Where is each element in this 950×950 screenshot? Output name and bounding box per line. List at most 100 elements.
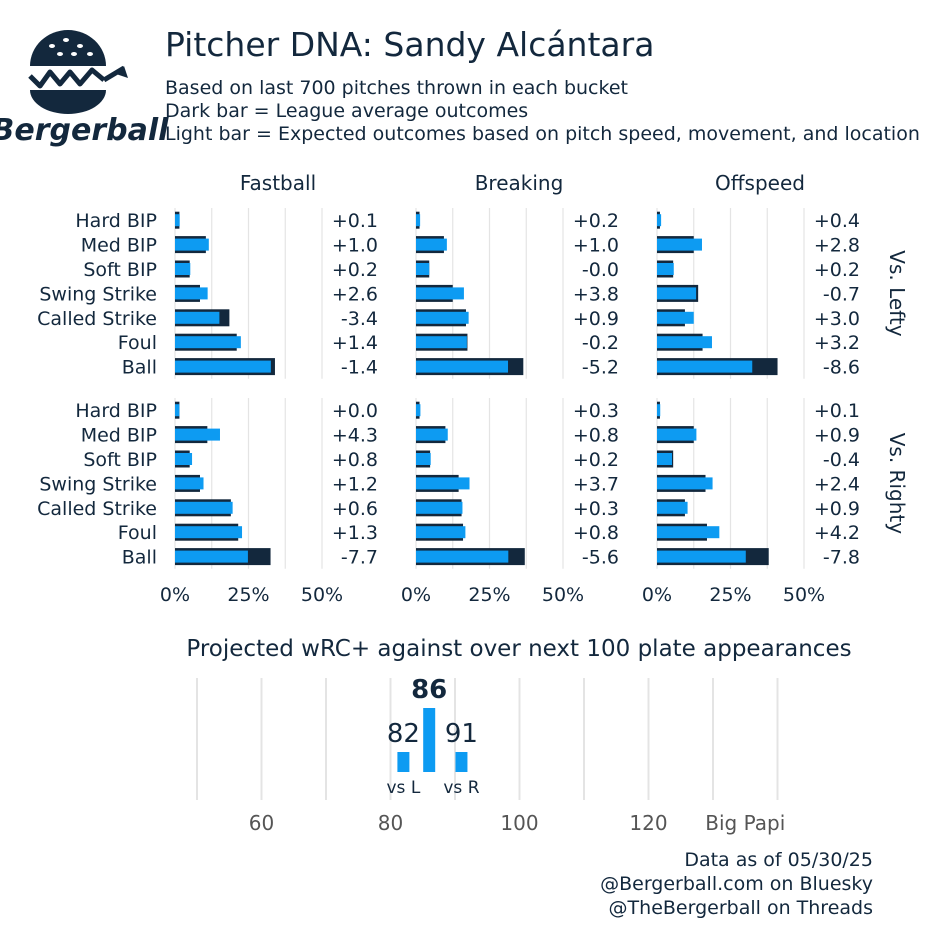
expected-bar (175, 214, 180, 227)
facet-row-label: Vs. Righty (885, 433, 909, 534)
brand-logo: Bergerball (0, 30, 169, 148)
expected-bar (175, 428, 220, 441)
category-label: Hard BIP (75, 400, 157, 422)
burger-chart-logo-icon (28, 30, 128, 114)
facet-x-tick-label: 0% (401, 584, 431, 606)
expected-bar (657, 311, 694, 324)
category-label: Ball (122, 357, 157, 379)
facet-column-header: Breaking (475, 171, 564, 195)
category-label: Foul (118, 332, 157, 354)
diff-label: +0.8 (573, 425, 619, 447)
expected-bar (416, 336, 467, 349)
diff-label: +1.2 (332, 473, 378, 495)
facet-x-tick-label: 50% (542, 584, 584, 606)
expected-bar (416, 550, 509, 563)
diff-label: +3.2 (814, 332, 860, 354)
wrc-x-tick-label: 60 (249, 811, 274, 835)
diff-label: +0.4 (814, 210, 860, 232)
expected-bar (416, 287, 464, 300)
facet-column-header: Fastball (240, 171, 316, 195)
expected-bar (175, 263, 191, 275)
expected-bar (175, 404, 180, 417)
diff-label: -5.2 (582, 357, 619, 379)
category-label: Soft BIP (83, 259, 157, 281)
expected-bar (416, 453, 431, 465)
expected-bar (416, 428, 448, 441)
wrc-split-label: vs L (387, 778, 421, 798)
expected-bar (657, 287, 697, 300)
diff-label: +3.8 (573, 283, 619, 305)
subtitle-line-2: Dark bar = League average outcomes (165, 100, 528, 122)
diff-label: +0.3 (573, 498, 619, 520)
expected-bar (657, 404, 661, 417)
subtitle-line-3: Light bar = Expected outcomes based on p… (165, 123, 920, 145)
category-label: Called Strike (37, 308, 157, 330)
diff-label: +0.3 (573, 400, 619, 422)
expected-bar (416, 214, 421, 227)
category-label: Med BIP (81, 235, 157, 257)
diff-label: +0.9 (573, 308, 619, 330)
facet-column-header: Offspeed (715, 171, 805, 195)
expected-bar (416, 360, 509, 373)
diff-label: +0.9 (814, 498, 860, 520)
expected-bar (416, 477, 470, 490)
outcome-facet-chart: Fastball Breaking Offspeed Vs. Lefty Vs. Rig… (37, 171, 909, 606)
expected-bar (175, 311, 220, 324)
wrc-x-tick-label: 80 (378, 811, 403, 835)
wrc-chart-title: Projected wRC+ against over next 100 pla… (186, 636, 851, 662)
footer-data-date: Data as of 05/30/25 (684, 849, 873, 871)
diff-label: +3.0 (814, 308, 860, 330)
category-label: Called Strike (37, 498, 157, 520)
expected-bar (175, 477, 204, 490)
diff-label: -3.4 (341, 308, 378, 330)
category-label: Foul (118, 522, 157, 544)
category-label: Swing Strike (39, 283, 157, 305)
expected-bar (657, 453, 672, 465)
expected-bar (416, 263, 430, 275)
diff-label: +0.1 (332, 210, 378, 232)
facet-x-tick-label: 50% (783, 584, 825, 606)
expected-bar (175, 238, 209, 251)
wrc-split-label: vs R (443, 778, 479, 798)
expected-bar (657, 526, 720, 539)
diff-label: +4.3 (332, 425, 378, 447)
expected-bar (175, 526, 243, 539)
footer-bluesky: @Bergerball.com on Bluesky (600, 873, 873, 895)
facet-row-label: Vs. Lefty (885, 250, 909, 336)
subtitle-line-1: Based on last 700 pitches thrown in each… (165, 77, 628, 99)
diff-label: +0.0 (332, 400, 378, 422)
expected-bar (657, 550, 746, 563)
diff-label: +0.1 (814, 400, 860, 422)
expected-bar (657, 428, 697, 441)
diff-label: -0.2 (582, 332, 619, 354)
diff-label: -8.6 (823, 357, 860, 379)
diff-label: +2.8 (814, 235, 860, 257)
brand-name: Bergerball (0, 113, 169, 148)
wrc-split-bar (455, 752, 468, 772)
diff-label: +2.4 (814, 473, 860, 495)
category-label: Med BIP (81, 425, 157, 447)
expected-bar (175, 453, 193, 465)
wrc-split-bar (397, 752, 410, 772)
diff-label: +1.3 (332, 522, 378, 544)
expected-bar (657, 263, 674, 275)
wrc-x-tick-label: 120 (629, 811, 667, 835)
category-label: Soft BIP (83, 449, 157, 471)
footer-threads: @TheBergerball on Threads (609, 897, 873, 919)
category-label: Swing Strike (39, 473, 157, 495)
wrc-overall-value: 86 (411, 675, 447, 705)
facet-x-tick-label: 25% (227, 584, 269, 606)
wrc-x-tick-label: 100 (500, 811, 538, 835)
diff-label: -7.8 (823, 547, 860, 569)
diff-label: -0.0 (582, 259, 619, 281)
diff-label: -0.7 (823, 283, 860, 305)
facet-x-tick-label: 25% (468, 584, 510, 606)
facet-x-tick-label: 0% (160, 584, 190, 606)
diff-label: +3.7 (573, 473, 619, 495)
diff-label: +0.2 (332, 259, 378, 281)
expected-bar (657, 336, 712, 349)
expected-bar (657, 501, 688, 514)
diff-label: +0.2 (573, 210, 619, 232)
diff-label: +1.4 (332, 332, 378, 354)
category-label: Hard BIP (75, 210, 157, 232)
